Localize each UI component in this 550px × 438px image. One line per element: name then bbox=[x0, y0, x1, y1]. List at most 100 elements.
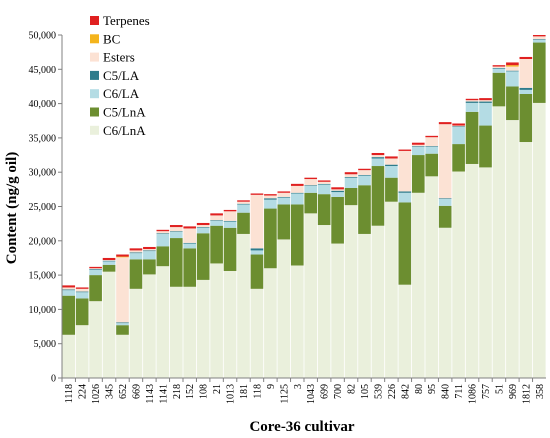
x-tick-label: 1125 bbox=[279, 384, 290, 404]
x-tick-label: 9 bbox=[266, 384, 277, 389]
y-tick-label: 45,000 bbox=[29, 65, 57, 76]
bar-118-c6-lna bbox=[250, 288, 264, 378]
bar-108-c6-la bbox=[196, 227, 210, 234]
bar-711-esters bbox=[452, 125, 465, 127]
bar-1013-c6-la bbox=[223, 221, 237, 228]
bar-118-esters bbox=[250, 194, 264, 249]
bar-345-c5-lna bbox=[102, 264, 116, 272]
bar-51-c6-lna bbox=[492, 106, 506, 378]
bar-218-terpenes bbox=[169, 225, 183, 228]
y-tick-label: 50,000 bbox=[29, 31, 57, 42]
bar-652-terpenes bbox=[116, 254, 129, 257]
bar-218-c5-lna bbox=[169, 238, 183, 287]
x-tick-label: 842 bbox=[400, 384, 411, 399]
bar-1141-c5-lna bbox=[156, 246, 170, 267]
bar-539-c5-la bbox=[371, 157, 385, 159]
bar-652-c5-la bbox=[116, 322, 129, 324]
bar-842-c5-lna bbox=[398, 202, 412, 285]
bar-669-c6-la bbox=[129, 253, 143, 260]
bar-669-c6-lna bbox=[129, 288, 143, 378]
legend: Terpenes BC Esters C5/LA C6/LA C5/LnA C6/LnA bbox=[90, 13, 150, 138]
bar-21-c5-lna bbox=[210, 225, 223, 264]
bar-669-c5-la bbox=[129, 252, 143, 254]
bar-699-c5-lna bbox=[317, 194, 331, 226]
bar-226-c5-la bbox=[385, 164, 398, 167]
bar-699-c6-lna bbox=[317, 225, 331, 378]
bar-345-c6-lna bbox=[102, 271, 116, 378]
bar-842-terpenes bbox=[398, 149, 412, 151]
x-tick-label: 1026 bbox=[91, 384, 102, 404]
legend-swatch bbox=[90, 89, 99, 99]
bar-181-c6-la bbox=[237, 204, 250, 213]
bar-842-c6-lna bbox=[398, 284, 412, 378]
bar-118-terpenes bbox=[250, 193, 264, 195]
bar-700-c6-lna bbox=[331, 243, 344, 378]
bar-224-esters bbox=[75, 288, 89, 292]
bar-218-c5-la bbox=[169, 231, 183, 232]
legend-label: C6/LnA bbox=[103, 123, 146, 138]
bar-969-terpenes bbox=[506, 62, 519, 66]
bar-1143-c5-lna bbox=[143, 259, 156, 275]
bar-840-c5-lna bbox=[438, 205, 452, 228]
bar-105-c5-lna bbox=[358, 185, 371, 234]
bar-1026-esters bbox=[89, 268, 102, 269]
bar-152-c5-la bbox=[183, 242, 197, 244]
x-tick-label: 700 bbox=[333, 384, 344, 399]
y-tick-label: 30,000 bbox=[29, 168, 57, 179]
x-tick-label: 95 bbox=[427, 384, 438, 394]
bar-1026-c6-lna bbox=[89, 301, 102, 378]
x-tick-label: 1086 bbox=[468, 384, 479, 404]
bar-3-c5-la bbox=[290, 192, 304, 194]
bar-1026-c6-la bbox=[89, 269, 102, 276]
bar-152-c5-lna bbox=[183, 248, 197, 287]
x-tick-label: 226 bbox=[387, 384, 398, 399]
y-tick-label: 25,000 bbox=[29, 202, 57, 213]
bar-181-c5-la bbox=[237, 203, 250, 205]
bar-152-esters bbox=[183, 228, 197, 243]
y-axis-title: Content (ng/g oil) bbox=[4, 152, 20, 265]
bar-224-terpenes bbox=[75, 287, 89, 289]
x-tick-label: 969 bbox=[508, 384, 519, 399]
bar-1013-esters bbox=[223, 211, 237, 221]
bar-152-c6-lna bbox=[183, 286, 197, 378]
x-tick-label: 108 bbox=[199, 384, 210, 399]
bar-969-c6-la bbox=[506, 71, 519, 87]
bar-181-esters bbox=[237, 201, 250, 204]
bar-108-c6-lna bbox=[196, 279, 210, 378]
bar-1125-terpenes bbox=[277, 191, 291, 193]
bar-969-bc bbox=[506, 65, 519, 67]
x-tick-label: 1812 bbox=[521, 384, 532, 404]
bar-80-c5-lna bbox=[411, 155, 425, 193]
x-axis-title: Core-36 cultivar bbox=[249, 419, 354, 435]
bar-358-c5-lna bbox=[532, 42, 546, 103]
bar-757-c6-lna bbox=[479, 167, 492, 378]
x-tick-label: 757 bbox=[481, 384, 492, 399]
bar-9-c6-lna bbox=[264, 268, 277, 378]
bar-80-esters bbox=[411, 144, 425, 147]
bar-669-terpenes bbox=[129, 248, 143, 251]
bar-51-c5-lna bbox=[492, 72, 506, 107]
x-tick-label: 181 bbox=[239, 384, 250, 399]
bar-699-esters bbox=[317, 181, 331, 184]
bar-345-c6-la bbox=[102, 261, 116, 265]
bar-3-c5-lna bbox=[290, 204, 304, 266]
bar-757-esters bbox=[479, 100, 492, 102]
bar-105-c6-lna bbox=[358, 233, 371, 378]
x-tick-label: 80 bbox=[414, 384, 425, 394]
bar-840-terpenes bbox=[438, 122, 452, 125]
bar-1013-terpenes bbox=[223, 209, 237, 212]
bar-1812-c6-lna bbox=[519, 142, 533, 378]
x-axis-ticks: 1118 224 1026 345 652 669 1143 1141 218 152 108 21 1… bbox=[61, 378, 546, 404]
bar-757-c5-lna bbox=[479, 125, 492, 168]
bar-181-terpenes bbox=[237, 200, 250, 202]
bar-105-c5-la bbox=[358, 174, 371, 176]
bar-226-c5-lna bbox=[385, 177, 398, 202]
bar-1043-c5-la bbox=[304, 185, 318, 186]
legend-swatch bbox=[90, 107, 99, 117]
bar-539-esters bbox=[371, 155, 385, 158]
bar-1141-c6-lna bbox=[156, 266, 170, 378]
legend-label: BC bbox=[103, 31, 120, 46]
bar-757-c5-la bbox=[479, 101, 492, 103]
bar-1026-c5-la bbox=[89, 268, 102, 270]
